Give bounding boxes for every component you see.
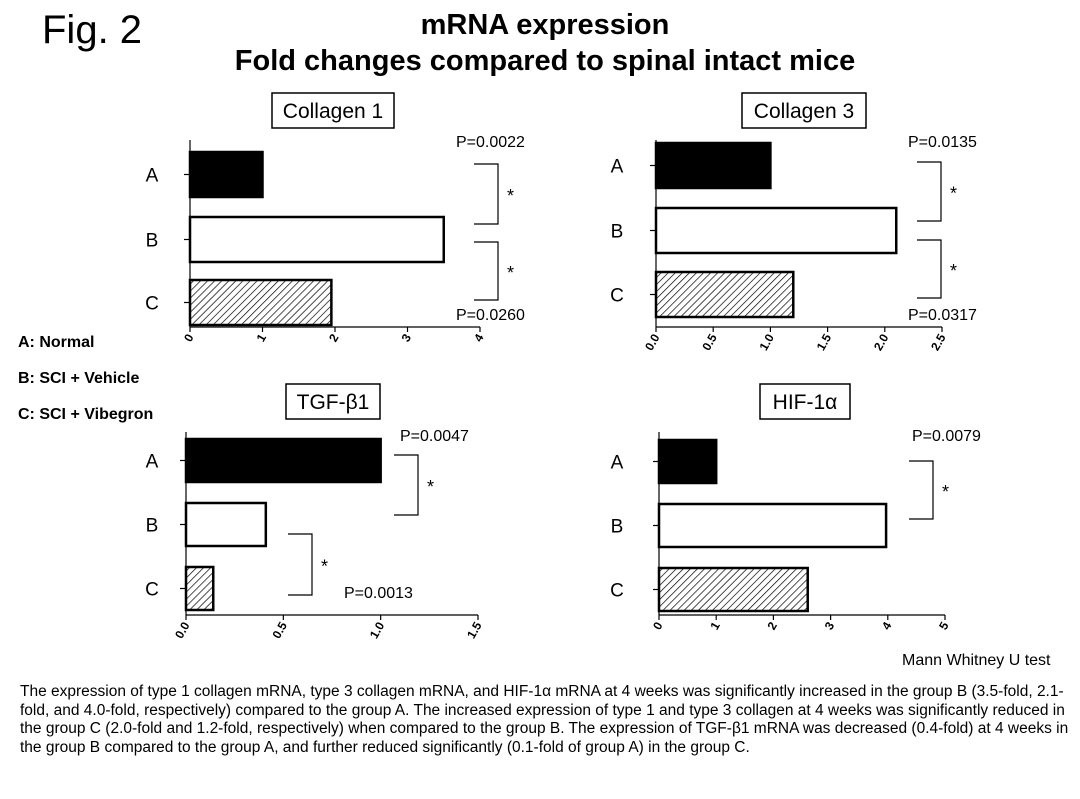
chart-4-x-tick-label: 0 [650,619,666,632]
chart-3-category-label: A [146,452,159,473]
chart-4-category-label: B [611,517,624,538]
chart-3-category-label: B [146,516,159,537]
chart-1-title-box [271,92,395,129]
chart-2-significance-bracket [917,161,942,222]
chart-2-bar-c [654,270,795,319]
chart-2-category-label: B [611,222,624,243]
chart-2-significance-bracket [917,239,942,299]
chart-3-title-box [285,383,381,420]
figure-caption: The expression of type 1 collagen mRNA, … [20,683,1069,756]
chart-4-x-tick-label: 1 [707,619,723,632]
chart-2-significance-mark: * [950,261,957,281]
chart-4-p-value: P=0.0079 [912,428,981,445]
chart-1-category-label: A [146,166,159,187]
chart-4-significance-mark: * [942,482,949,502]
chart-4-x-tick-label: 5 [936,619,952,632]
chart-2-bar-b [654,206,898,255]
statistical-test-note: Mann Whitney U test [902,652,1051,669]
chart-3-x-tick-label: 0.0 [172,619,193,641]
chart-2-category-label: A [611,157,624,178]
chart-2-x-tick-label: 1.5 [814,331,835,353]
chart-3-significance-mark: * [427,477,434,497]
chart-4-title: HIF-1α [773,391,838,414]
main-title: mRNA expression [420,9,670,41]
chart-4-x-tick-label: 2 [765,619,781,632]
chart-1-title: Collagen 1 [283,100,383,123]
chart-1-x-tick-label: 1 [254,331,270,344]
chart-2-x-tick-label: 0.5 [699,331,720,353]
chart-1-category-label: B [146,231,159,252]
figure-label: Fig. 2 [42,8,143,52]
chart-1-p-value: P=0.0260 [456,307,525,324]
legend-item-c: C: SCI + Vibegron [18,406,154,423]
chart-4-x-tick-label: 3 [822,619,838,632]
chart-3-bar-c [184,565,215,612]
chart-1-x-tick-label: 0 [181,331,197,344]
chart-2-p-value: P=0.0317 [908,307,977,324]
chart-3-category-label: C [145,580,159,601]
chart-3-p-value: P=0.0013 [344,585,413,602]
chart-4-bar-b [657,502,888,549]
chart-3-x-tick-label: 1.5 [464,619,485,641]
chart-4-bar-a [657,438,718,485]
chart-3-significance-mark: * [321,557,328,577]
chart-2-x-tick-label: 2.0 [871,331,892,353]
chart-4-x-tick-label: 4 [879,619,895,632]
chart-2-title-box [741,92,867,129]
legend-item-b: B: SCI + Vehicle [18,370,140,387]
chart-2-x-tick-label: 2.5 [928,331,949,353]
chart-4-title-box [759,383,851,420]
main-subtitle: Fold changes compared to spinal intact m… [234,45,856,77]
chart-2-x-tick-label: 1.0 [757,331,778,353]
chart-2-p-value: P=0.0135 [908,134,977,151]
chart-4-category-label: C [610,581,624,602]
chart-4-category-label: A [611,453,624,474]
chart-1-significance-bracket [474,163,499,225]
chart-1-significance-mark: * [507,263,514,283]
chart-2-significance-mark: * [950,184,957,204]
chart-1-bar-a [188,150,264,199]
chart-4-significance-bracket [909,460,934,520]
chart-3-significance-bracket [288,533,313,596]
chart-1-x-tick-label: 3 [399,331,415,344]
chart-2-category-label: C [610,286,624,307]
chart-3-significance-bracket [394,454,419,516]
charts-canvas: Collagen 1 0 1 2 3 4 A B C * P=0.0022 * P=0.0260 Coll… [145,92,981,641]
chart-1-bar-c [188,278,333,327]
chart-3-title: TGF-β1 [297,391,370,414]
chart-3-bar-a [184,437,382,484]
chart-2-title: Collagen 3 [754,100,854,123]
chart-1-p-value: P=0.0022 [456,134,525,151]
chart-1-category-label: C [145,294,159,315]
chart-1-x-tick-label: 4 [471,331,487,344]
chart-2-x-tick-label: 0.0 [642,331,663,353]
chart-3-p-value: P=0.0047 [400,428,469,445]
chart-4-bar-c [657,566,809,613]
chart-3-x-tick-label: 1.0 [367,619,388,641]
legend-item-a: A: Normal [18,334,95,351]
chart-1-bar-b [188,215,445,264]
chart-3-bar-b [184,501,268,548]
chart-2-bar-a [654,141,772,190]
chart-1-significance-bracket [474,241,499,301]
chart-1-significance-mark: * [507,186,514,206]
chart-3-x-tick-label: 0.5 [269,619,290,641]
chart-1-x-tick-label: 2 [326,331,342,344]
